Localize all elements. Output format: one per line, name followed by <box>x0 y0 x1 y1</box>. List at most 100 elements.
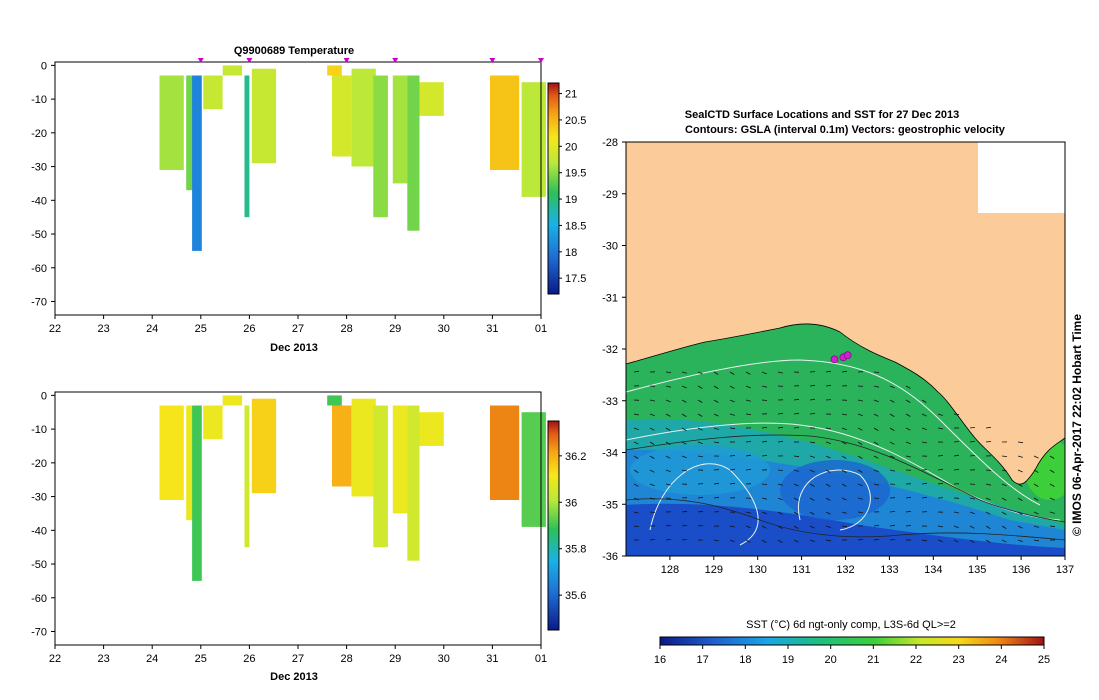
velocity-vector-202 <box>1049 483 1055 487</box>
p1-xtick-label-4: 26 <box>243 323 255 335</box>
velocity-vector-204 <box>649 497 655 500</box>
temperature-panel: Q9900689 Temperature 0 -10 -20 -30 -40 -50 -60… <box>31 45 586 354</box>
velocity-vector-62 <box>777 413 784 415</box>
profile-marker-4 <box>489 58 496 63</box>
salinity-axes-frame <box>54 391 542 646</box>
velocity-vector-207 <box>697 496 704 499</box>
p1-xtick-label-9: 31 <box>486 323 498 335</box>
velocity-vector-299 <box>873 538 879 541</box>
velocity-vector-289 <box>713 539 719 542</box>
velocity-vector-268 <box>809 525 815 529</box>
velocity-vector-39 <box>713 399 719 403</box>
map-lon-tick-label-7: 135 <box>968 564 986 576</box>
velocity-vector-78 <box>697 427 703 431</box>
profile-marker-2 <box>343 58 350 63</box>
velocity-vector-216 <box>841 497 847 501</box>
velocity-vector-89 <box>873 427 879 431</box>
velocity-vector-212 <box>777 497 783 501</box>
p1-profile-6 <box>251 68 277 164</box>
salinity-x-ticks: 22 23 24 25 26 27 28 29 30 31 01 <box>49 645 547 665</box>
sst-cbtick-label-7: 23 <box>953 654 965 666</box>
p2-ytick-label-2: -20 <box>31 458 47 470</box>
velocity-vector-90 <box>889 427 895 431</box>
velocity-vector-306 <box>985 539 991 543</box>
velocity-vector-302 <box>921 539 927 542</box>
velocity-vector-145 <box>1001 455 1008 457</box>
velocity-vector-143 <box>969 455 976 457</box>
velocity-vector-91 <box>905 427 911 431</box>
profile-time-markers <box>197 58 544 63</box>
land-mass <box>626 142 1065 485</box>
p2-xtick-label-7: 29 <box>389 653 401 665</box>
velocity-vector-97 <box>633 441 639 445</box>
p2-profile-15 <box>521 412 546 527</box>
velocity-vector-173 <box>1017 469 1023 473</box>
velocity-vector-261 <box>697 525 704 527</box>
p1-cbtick-label-0: 21 <box>565 89 577 101</box>
p2-profile-2 <box>192 405 202 581</box>
velocity-vector-191 <box>873 483 879 486</box>
velocity-vector-276 <box>937 525 943 528</box>
velocity-vector-162 <box>841 469 847 473</box>
velocity-vector-110 <box>841 441 847 445</box>
p2-profile-6 <box>251 398 277 494</box>
velocity-vector-267 <box>793 525 799 529</box>
velocity-vector-114 <box>905 441 911 445</box>
velocity-vector-217 <box>857 497 863 500</box>
map-lon-tick-label-0: 128 <box>661 564 679 576</box>
velocity-vector-266 <box>777 525 783 529</box>
p1-cbtick-label-4: 19 <box>565 194 577 206</box>
p1-profile-2 <box>192 75 202 251</box>
velocity-vector-51 <box>905 399 911 403</box>
velocity-vector-88 <box>857 427 863 431</box>
map-lon-tick-label-9: 137 <box>1056 564 1074 576</box>
velocity-vector-21 <box>713 385 719 389</box>
p1-profile-7 <box>327 65 342 76</box>
velocity-vector-257 <box>633 525 640 527</box>
velocity-vector-53 <box>633 413 639 416</box>
p1-profile-9 <box>351 68 376 167</box>
velocity-vector-108 <box>809 441 815 444</box>
velocity-vector-184 <box>761 483 768 485</box>
sst-cbtick-label-6: 22 <box>910 654 922 666</box>
velocity-vector-309 <box>1033 539 1039 542</box>
velocity-vector-125 <box>681 455 687 459</box>
p1-profile-11 <box>392 75 408 184</box>
velocity-vector-290 <box>729 539 735 543</box>
p2-xtick-label-8: 30 <box>438 653 450 665</box>
velocity-vector-218 <box>873 497 880 499</box>
velocity-vector-148 <box>1049 455 1055 459</box>
velocity-vector-70 <box>905 413 911 417</box>
velocity-vector-250 <box>953 511 959 514</box>
velocity-vector-187 <box>809 483 815 487</box>
velocity-vector-158 <box>777 469 784 471</box>
velocity-vector-213 <box>793 497 799 501</box>
p1-cbtick-label-1: 20.5 <box>565 115 586 127</box>
velocity-vector-172 <box>1001 469 1007 472</box>
map-lat-tick-label-2: -30 <box>602 241 618 253</box>
velocity-vector-142 <box>953 454 959 457</box>
velocity-vector-293 <box>777 539 783 543</box>
velocity-vector-128 <box>729 455 736 457</box>
p1-xtick-label-1: 23 <box>97 323 109 335</box>
map-lat-tick-label-0: -28 <box>602 137 618 149</box>
velocity-vector-44 <box>793 398 800 401</box>
velocity-vector-132 <box>793 455 800 458</box>
velocity-vector-300 <box>889 539 896 541</box>
velocity-vector-36 <box>665 399 671 403</box>
velocity-vector-221 <box>921 496 927 499</box>
velocity-vector-133 <box>809 455 815 458</box>
profile-marker-0 <box>197 58 204 63</box>
p2-ytick-label-4: -40 <box>31 525 47 537</box>
velocity-vector-185 <box>777 483 783 486</box>
velocity-vector-2 <box>665 371 672 373</box>
velocity-vector-137 <box>873 455 879 459</box>
velocity-vector-165 <box>889 469 895 472</box>
velocity-vector-252 <box>985 511 991 515</box>
velocity-vector-139 <box>905 455 911 458</box>
temperature-xlabel: Dec 2013 <box>270 342 318 354</box>
velocity-vector-186 <box>793 483 799 487</box>
velocity-vector-208 <box>713 496 720 499</box>
profile-marker-5 <box>538 58 544 63</box>
no-data-region <box>978 142 1065 213</box>
